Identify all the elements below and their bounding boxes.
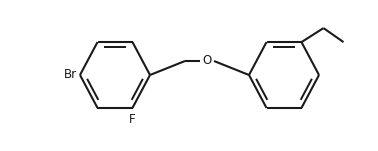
Text: Br: Br [64,69,77,82]
Text: O: O [202,55,212,67]
Text: F: F [129,113,136,126]
